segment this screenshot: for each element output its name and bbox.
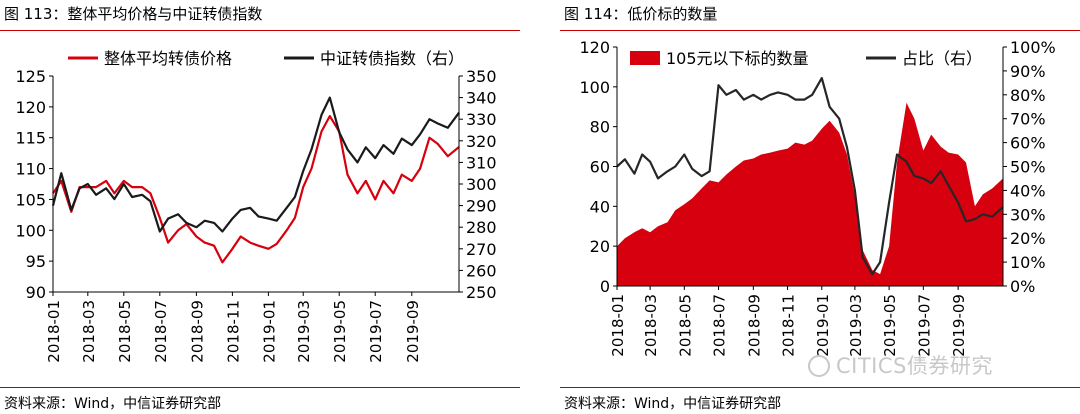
right-tick-label: 330	[466, 110, 497, 129]
x-tick-label: 2018-03	[642, 294, 660, 357]
left-tick-label: 120	[15, 98, 46, 117]
series-line-1	[51, 96, 460, 233]
x-tick-label: 2019-09	[950, 294, 968, 357]
right-tick-label: 270	[466, 240, 497, 259]
legend-label: 105元以下标的数量	[666, 49, 809, 68]
chart-title: 图 114：低价标的数量	[564, 5, 718, 23]
left-tick-label: 115	[15, 129, 46, 148]
left-tick-label: 125	[15, 67, 46, 86]
x-tick-label: 2018-03	[80, 300, 98, 363]
series-area-0	[617, 102, 1003, 286]
title-divider	[560, 30, 1080, 31]
legend-swatch	[630, 51, 660, 65]
legend-entry-1: 占比（右）	[866, 49, 982, 68]
x-tick-label: 2018-11	[224, 300, 242, 363]
legend-label: 占比（右）	[902, 49, 982, 68]
left-tick-label: 110	[15, 160, 46, 179]
watermark-text: CITICS债券研究	[836, 354, 993, 378]
left-tick-label: 120	[579, 38, 610, 57]
x-tick-label: 2018-07	[711, 294, 729, 357]
chart-source: 资料来源：Wind，中信证券研究部	[564, 396, 782, 412]
right-tick-label: 50%	[1010, 158, 1046, 177]
x-tick-label: 2019-07	[915, 294, 933, 357]
left-tick-label: 95	[26, 252, 46, 271]
chart-panel-low-price-count: 图 114：低价标的数量 0 20 40 60 80 100 120 0% 10% 20% 30% 4…	[560, 0, 1080, 414]
left-tick-label: 100	[15, 221, 46, 240]
legend-entry-1: 中证转债指数（右）	[284, 49, 464, 68]
x-tick-label: 2019-09	[404, 300, 422, 363]
watermark: CITICS债券研究	[808, 350, 993, 380]
title-divider	[0, 30, 520, 31]
chart-source: 资料来源：Wind，中信证券研究部	[4, 396, 222, 412]
left-tick-label: 20	[590, 237, 610, 256]
x-tick-label: 2018-09	[188, 300, 206, 363]
right-tick-label: 350	[466, 67, 497, 86]
source-divider	[560, 387, 1080, 388]
left-tick-label: 0	[600, 277, 610, 296]
right-tick-label: 250	[466, 283, 497, 302]
right-tick-label: 30%	[1010, 205, 1046, 224]
right-tick-label: 320	[466, 132, 497, 151]
right-tick-label: 340	[466, 89, 497, 108]
right-tick-label: 70%	[1010, 110, 1046, 129]
right-tick-label: 300	[466, 175, 497, 194]
right-tick-label: 40%	[1010, 181, 1046, 200]
source-divider	[0, 387, 520, 388]
x-tick-label: 2018-05	[116, 300, 134, 363]
left-tick-label: 60	[590, 158, 610, 177]
wechat-icon	[808, 355, 830, 377]
right-tick-label: 60%	[1010, 134, 1046, 153]
right-tick-label: 290	[466, 197, 497, 216]
series-line-1	[616, 77, 1004, 276]
series-line-0	[52, 115, 460, 264]
x-tick-label: 2019-05	[331, 300, 349, 363]
chart-panel-price-index: 图 113：整体平均价格与中证转债指数 90 95 100 105 110 115 120 1…	[0, 0, 520, 414]
x-tick-label: 2018-07	[152, 300, 170, 363]
chart-plot: 0 20 40 60 80 100 120 0% 10% 20% 30% 40% 50% 60% 70% 80…	[579, 38, 1056, 357]
right-tick-label: 280	[466, 218, 497, 237]
right-tick-label: 90%	[1010, 62, 1046, 81]
x-tick-label: 2019-01	[814, 294, 832, 357]
x-tick-label: 2018-09	[745, 294, 763, 357]
right-tick-label: 100%	[1010, 38, 1056, 57]
x-tick-label: 2019-03	[847, 294, 865, 357]
x-tick-label: 2019-01	[260, 300, 278, 363]
legend-entry-0: 整体平均转债价格	[68, 49, 232, 68]
legend-label: 中证转债指数（右）	[320, 49, 464, 68]
chart-plot: 90 95 100 105 110 115 120 125 250 260 270 280 290 300…	[15, 49, 497, 363]
left-tick-label: 40	[590, 197, 610, 216]
x-tick-label: 2018-01	[45, 300, 63, 363]
right-tick-label: 310	[466, 153, 497, 172]
x-tick-label: 2018-05	[676, 294, 694, 357]
chart-title: 图 113：整体平均价格与中证转债指数	[4, 5, 263, 23]
right-tick-label: 10%	[1010, 253, 1046, 272]
x-tick-label: 2019-05	[881, 294, 899, 357]
left-tick-label: 100	[579, 78, 610, 97]
legend-entry-0: 105元以下标的数量	[630, 49, 809, 68]
right-tick-label: 0%	[1010, 277, 1035, 296]
x-tick-label: 2018-11	[780, 294, 798, 357]
right-tick-label: 260	[466, 261, 497, 280]
x-tick-label: 2019-07	[367, 300, 385, 363]
left-tick-label: 90	[26, 283, 46, 302]
left-tick-label: 105	[15, 190, 46, 209]
legend-label: 整体平均转债价格	[104, 49, 232, 68]
right-tick-label: 20%	[1010, 229, 1046, 248]
x-tick-label: 2018-01	[609, 294, 627, 357]
right-tick-label: 80%	[1010, 86, 1046, 105]
left-tick-label: 80	[590, 118, 610, 137]
x-tick-label: 2019-03	[295, 300, 313, 363]
